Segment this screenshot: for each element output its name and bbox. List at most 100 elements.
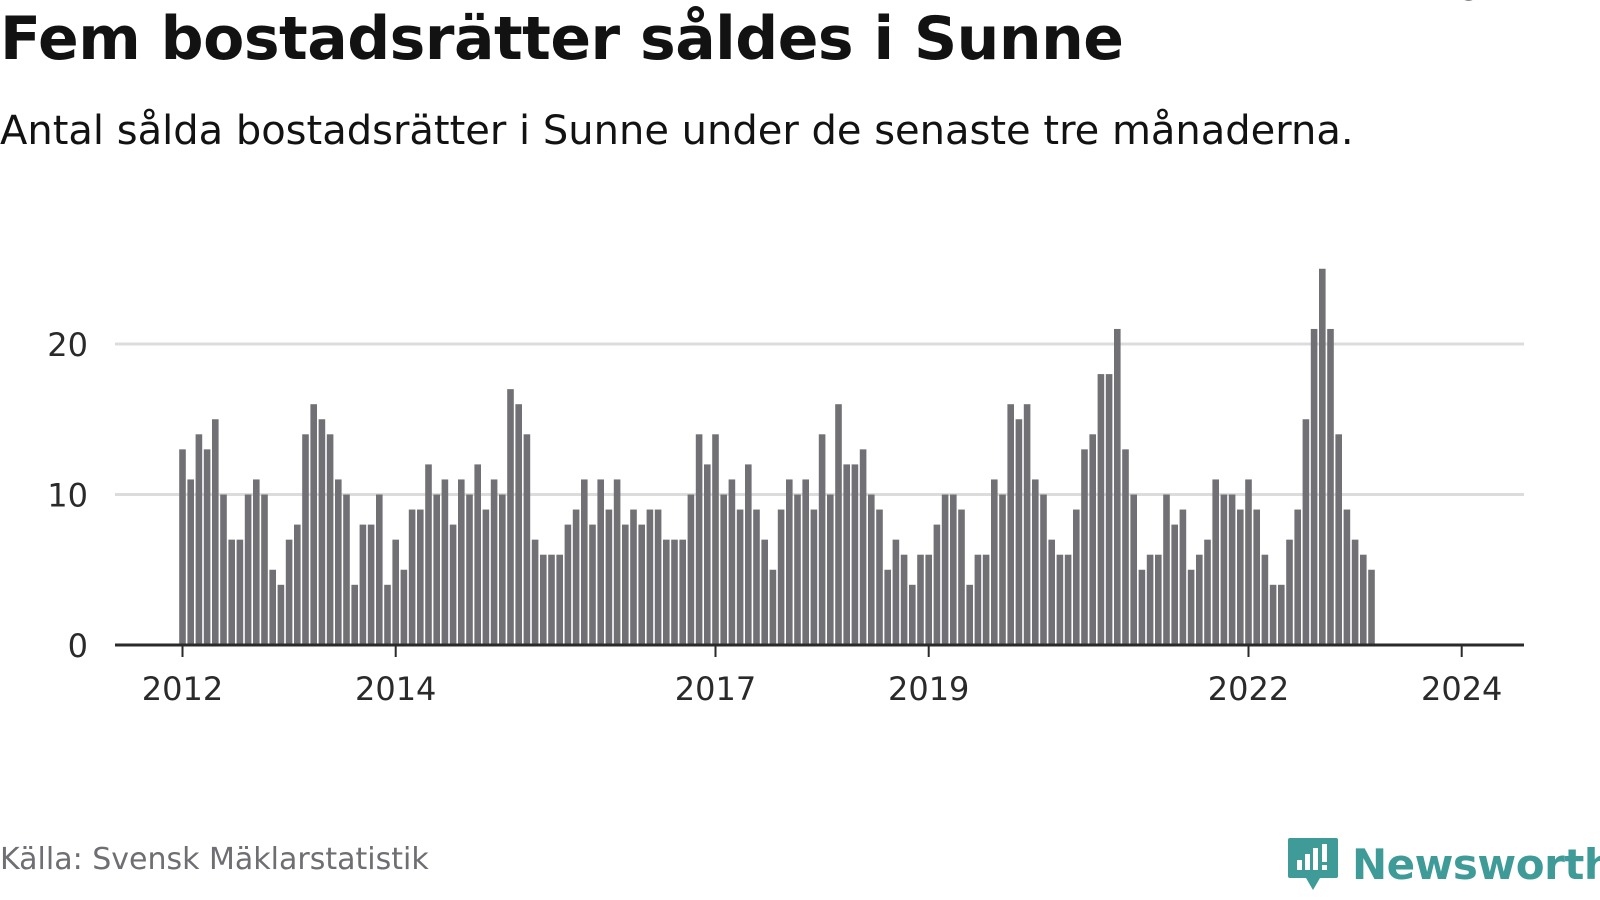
- bar: [1327, 328, 1334, 645]
- bar: [1269, 584, 1277, 645]
- bar: [1302, 419, 1310, 645]
- bar: [1343, 509, 1351, 645]
- bar: [253, 479, 260, 645]
- bar: [663, 539, 670, 645]
- bar: [212, 419, 219, 645]
- bar: [1237, 509, 1244, 645]
- bar: [228, 539, 235, 645]
- bar: [892, 539, 900, 645]
- bar: [1114, 328, 1121, 645]
- bar: [351, 584, 358, 645]
- bar: [1089, 434, 1096, 645]
- bar: [1253, 509, 1260, 645]
- bar: [1261, 554, 1269, 645]
- bar: [261, 494, 268, 645]
- bar: [827, 494, 834, 645]
- bar: [474, 464, 481, 645]
- bar: [302, 434, 309, 645]
- bar: [1073, 509, 1080, 645]
- y-tick-label: 20: [47, 326, 88, 364]
- bar: [991, 479, 998, 645]
- bar: [950, 494, 957, 645]
- bar: [646, 509, 654, 645]
- x-tick-label: 2012: [142, 670, 223, 708]
- bar: [515, 404, 522, 645]
- bar: [1187, 569, 1195, 645]
- bar: [1286, 539, 1293, 645]
- bar: [605, 509, 613, 645]
- chart-subtitle: Antal sålda bostadsrätter i Sunne under …: [0, 108, 1354, 154]
- bar: [433, 494, 440, 645]
- bar: [761, 539, 768, 645]
- y-tick-label: 0: [68, 627, 88, 665]
- bar: [203, 449, 211, 645]
- bar: [408, 509, 416, 645]
- bar: [851, 464, 859, 645]
- bar: [310, 404, 317, 645]
- bar: [597, 479, 604, 645]
- bar: [1310, 328, 1318, 645]
- bar: [982, 554, 990, 645]
- bar: [236, 539, 244, 645]
- bar: [1097, 374, 1105, 645]
- bar: [318, 419, 326, 645]
- bar: [1138, 569, 1146, 645]
- bar: [876, 509, 883, 645]
- bar: [1146, 554, 1154, 645]
- bar: [499, 494, 506, 645]
- bar: [630, 509, 637, 645]
- bar: [376, 494, 383, 645]
- x-tick-label: 2019: [888, 670, 969, 708]
- bar: [777, 509, 785, 645]
- bar: [1171, 524, 1178, 645]
- bar: [818, 434, 826, 645]
- bar: [917, 554, 924, 645]
- bar: [720, 494, 727, 645]
- bar: [1032, 479, 1039, 645]
- bar: [531, 539, 539, 645]
- bar: [335, 479, 342, 645]
- y-tick-label: 10: [47, 477, 88, 515]
- bar: [359, 524, 367, 645]
- bar: [1204, 539, 1211, 645]
- bar: [1122, 449, 1129, 645]
- bar: [884, 569, 891, 645]
- bar: [1015, 419, 1023, 645]
- source-note: Källa: Svensk Mäklarstatistik: [0, 842, 429, 877]
- bar: [458, 479, 465, 645]
- bar: [695, 434, 703, 645]
- bar: [449, 524, 457, 645]
- bar: [392, 539, 399, 645]
- bar: [1319, 268, 1326, 645]
- bar: [1163, 494, 1170, 645]
- bar: [933, 524, 941, 645]
- bar: [1294, 509, 1301, 645]
- bar: [490, 479, 498, 645]
- bar: [187, 479, 194, 645]
- bar: [1105, 374, 1113, 645]
- bar: [1040, 494, 1047, 645]
- bar: [1179, 509, 1187, 645]
- newsworthy-logo-icon: [1288, 838, 1338, 890]
- bar: [1155, 554, 1162, 645]
- bar: [326, 434, 334, 645]
- bar: [1064, 554, 1072, 645]
- bar: [540, 554, 547, 645]
- bar: [269, 569, 276, 645]
- bar: [482, 509, 490, 645]
- bar: [285, 539, 293, 645]
- bar: [1360, 554, 1367, 645]
- bar: [941, 494, 949, 645]
- bar: [966, 584, 973, 645]
- bar: [343, 494, 350, 645]
- bar: [1335, 434, 1342, 645]
- brand-logo[interactable]: Newsworthy: [1286, 836, 1600, 892]
- bar: [589, 524, 596, 645]
- bar: [1023, 404, 1031, 645]
- bar: [195, 434, 203, 645]
- bar: [859, 449, 867, 645]
- bar: [687, 494, 695, 645]
- bar: [1368, 569, 1375, 645]
- bar: [367, 524, 375, 645]
